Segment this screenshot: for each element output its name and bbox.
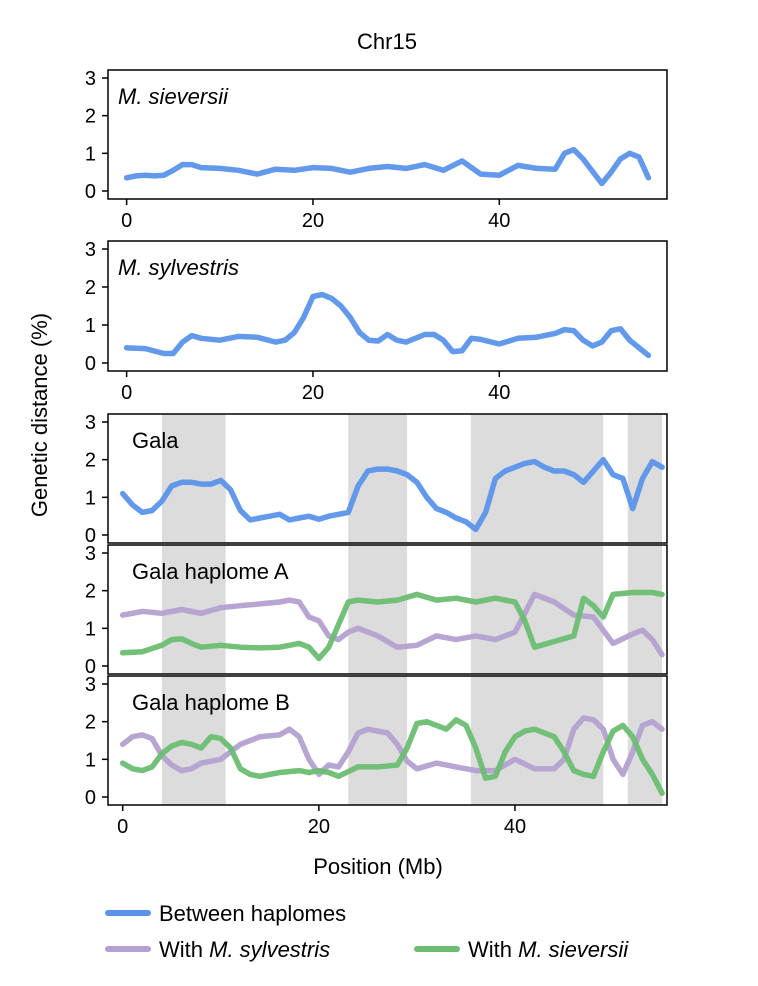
panel-label: M. sieversii [118, 84, 229, 109]
y-tick-label: 1 [85, 487, 96, 509]
x-tick-label: 20 [308, 816, 330, 838]
shaded-region [161, 676, 226, 805]
panel-frame [107, 69, 668, 200]
x-tick-label: 40 [488, 382, 510, 404]
panel-label: M. sylvestris [118, 255, 239, 280]
x-tick-label: 20 [302, 210, 324, 232]
shaded-region [161, 414, 226, 543]
y-tick-label: 3 [85, 239, 96, 261]
y-tick-label: 2 [85, 450, 96, 472]
y-tick-label: 0 [85, 656, 96, 678]
series-line-sylvestris [119, 715, 665, 778]
x-tick-label: 20 [302, 382, 324, 404]
y-tick-label: 0 [85, 787, 96, 809]
y-tick-label: 1 [85, 143, 96, 165]
x-tick-label: 0 [121, 382, 132, 404]
legend-label-sieversii: With M. sieversii [468, 937, 629, 962]
y-tick-label: 3 [85, 543, 96, 565]
y-tick-label: 3 [85, 674, 96, 696]
x-tick-label: 0 [121, 210, 132, 232]
shaded-region [348, 545, 408, 674]
series-line-between [119, 456, 665, 533]
shaded-region [348, 414, 408, 543]
series-line-between [123, 146, 652, 187]
shaded-region [627, 545, 663, 674]
y-tick-label: 0 [85, 181, 96, 203]
y-tick-label: 3 [85, 68, 96, 90]
panel-4: 0 1 2 3 Gala haplome A [85, 543, 668, 678]
panel-5: 0 1 2 3 0 20 40 Gala haplome B [85, 674, 668, 838]
y-tick-label: 0 [85, 353, 96, 375]
x-tick-label: 40 [504, 816, 526, 838]
panel-frame [107, 413, 668, 544]
y-tick-label: 3 [85, 412, 96, 434]
panel-frame [107, 544, 668, 675]
panel-label: Gala haplome B [132, 690, 290, 715]
chart-title: Chr15 [357, 29, 417, 54]
y-tick-label: 2 [85, 277, 96, 299]
y-tick-label: 2 [85, 712, 96, 734]
series-line-between [123, 291, 652, 359]
x-tick-label: 0 [117, 816, 128, 838]
y-tick-label: 2 [85, 106, 96, 128]
y-tick-label: 1 [85, 618, 96, 640]
legend-label-sylvestris: With M. sylvestris [159, 937, 330, 962]
shaded-region [470, 676, 604, 805]
y-axis-label: Genetic distance (%) [27, 313, 52, 517]
x-axis-label: Position (Mb) [313, 854, 443, 879]
panel-1: 0 1 2 3 0 20 40 M. sieversii [85, 68, 668, 232]
panel-2: 0 1 2 3 0 20 40 M. sylvestris [85, 239, 668, 404]
y-tick-label: 0 [85, 525, 96, 547]
x-tick-label: 40 [488, 210, 510, 232]
legend: Between haplomes With M. sylvestris With M… [105, 901, 629, 962]
panel-label: Gala [132, 428, 179, 453]
panel-label: Gala haplome A [132, 559, 289, 584]
y-tick-label: 1 [85, 749, 96, 771]
panel-frame [107, 240, 668, 372]
series-line-sylvestris [119, 591, 665, 658]
panel-frame [107, 675, 668, 806]
series-line-sieversii [119, 717, 665, 796]
legend-label-between: Between haplomes [159, 901, 346, 926]
y-tick-label: 1 [85, 315, 96, 337]
series-line-sieversii [119, 589, 665, 662]
panel-3: 0 1 2 3 Gala [85, 412, 668, 547]
y-tick-label: 2 [85, 581, 96, 603]
